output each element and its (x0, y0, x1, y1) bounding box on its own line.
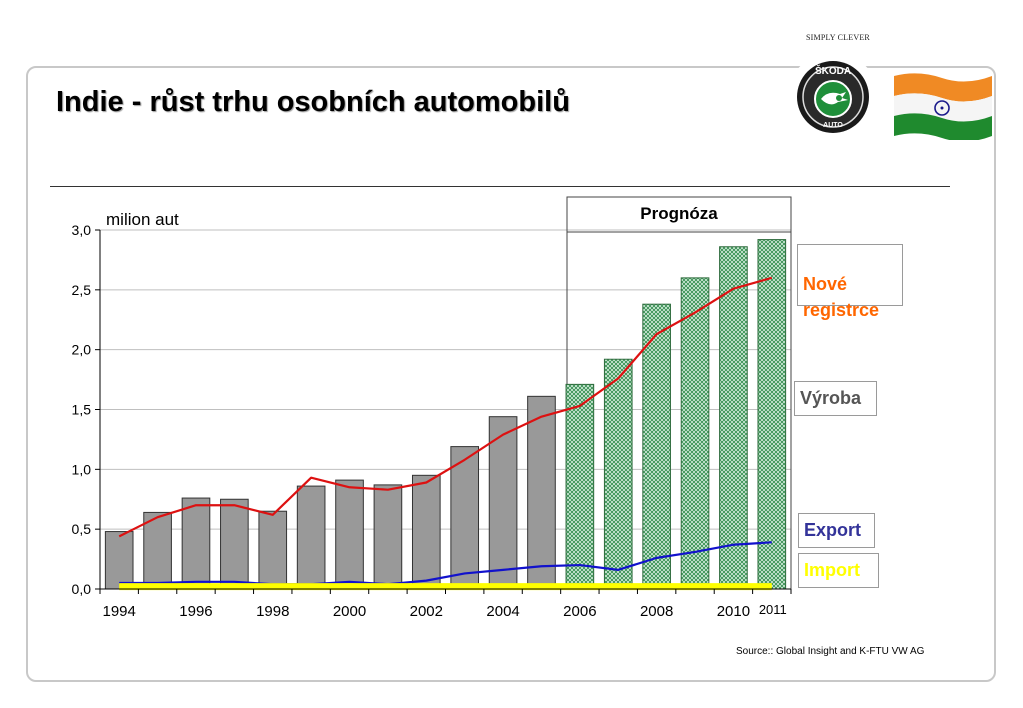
y-tick-label: 0,5 (72, 521, 92, 537)
svg-text:AUTO: AUTO (823, 122, 843, 129)
x-tick-label: 1998 (256, 603, 289, 620)
bar-forecast (642, 303, 671, 590)
legend-export: Export (798, 513, 875, 548)
x-tick-label: 2004 (486, 603, 519, 620)
x-tick-label: 2000 (333, 603, 366, 620)
bar-forecast (757, 239, 787, 590)
forecast-region (566, 196, 792, 590)
bar-production (450, 446, 480, 590)
skoda-logo-icon: ŠKODA AUTO (797, 61, 869, 133)
legend-registrations: Nové registrce (797, 244, 903, 320)
bar-forecast (719, 246, 748, 590)
bar-production (220, 498, 249, 590)
x-tick-label: 2006 (563, 603, 596, 620)
y-tick-label: 1,5 (72, 402, 92, 418)
india-flag (890, 70, 996, 142)
bar-production (527, 395, 556, 590)
y-tick-label: 0,0 (72, 581, 92, 597)
line-export (119, 541, 772, 586)
x-tick-label: 2002 (410, 603, 443, 620)
title-divider (50, 186, 950, 187)
bar-production (104, 531, 134, 590)
y-unit-label: milion aut (106, 210, 179, 229)
bar-forecast (680, 277, 710, 590)
legend-production-label: Výroba (800, 388, 862, 408)
x-tick-label: 2008 (640, 603, 673, 620)
line-registrations (118, 276, 773, 538)
bar-production (411, 474, 441, 590)
x-tick-label: 2011 (759, 602, 787, 617)
skoda-logo: ŠKODA AUTO (788, 52, 878, 142)
svg-text:ŠKODA: ŠKODA (815, 64, 851, 77)
x-tick-label: 2010 (717, 603, 750, 620)
y-tick-label: 3,0 (72, 222, 92, 238)
bar-production (488, 416, 518, 590)
tagline: SIMPLY CLEVER (806, 33, 870, 42)
bar-production (258, 510, 288, 590)
bar-production (296, 485, 326, 590)
x-tick-label: 1996 (179, 603, 212, 620)
legend-production: Výroba (794, 381, 877, 416)
bar-production (181, 497, 211, 590)
legend-registrations-label: Nové registrce (803, 274, 880, 320)
bar-forecast (565, 383, 595, 590)
bar-production (373, 484, 403, 590)
legend-import: Import (798, 553, 879, 588)
bar-production (335, 479, 364, 590)
y-tick-label: 1,0 (72, 461, 92, 477)
legend-import-label: Import (804, 560, 860, 580)
y-tick-label: 2,5 (72, 282, 92, 298)
y-tick-label: 2,0 (72, 342, 92, 358)
india-flag-icon (894, 73, 992, 142)
bar-production (143, 511, 172, 590)
bar-forecast (603, 358, 633, 590)
slide-title: Indie - růst trhu osobních automobilů (56, 86, 570, 118)
legend-export-label: Export (804, 520, 862, 540)
x-tick-label: 1994 (103, 603, 136, 620)
forecast-label: Prognóza (640, 204, 718, 223)
source-note: Source:: Global Insight and K-FTU VW AG (736, 646, 925, 657)
